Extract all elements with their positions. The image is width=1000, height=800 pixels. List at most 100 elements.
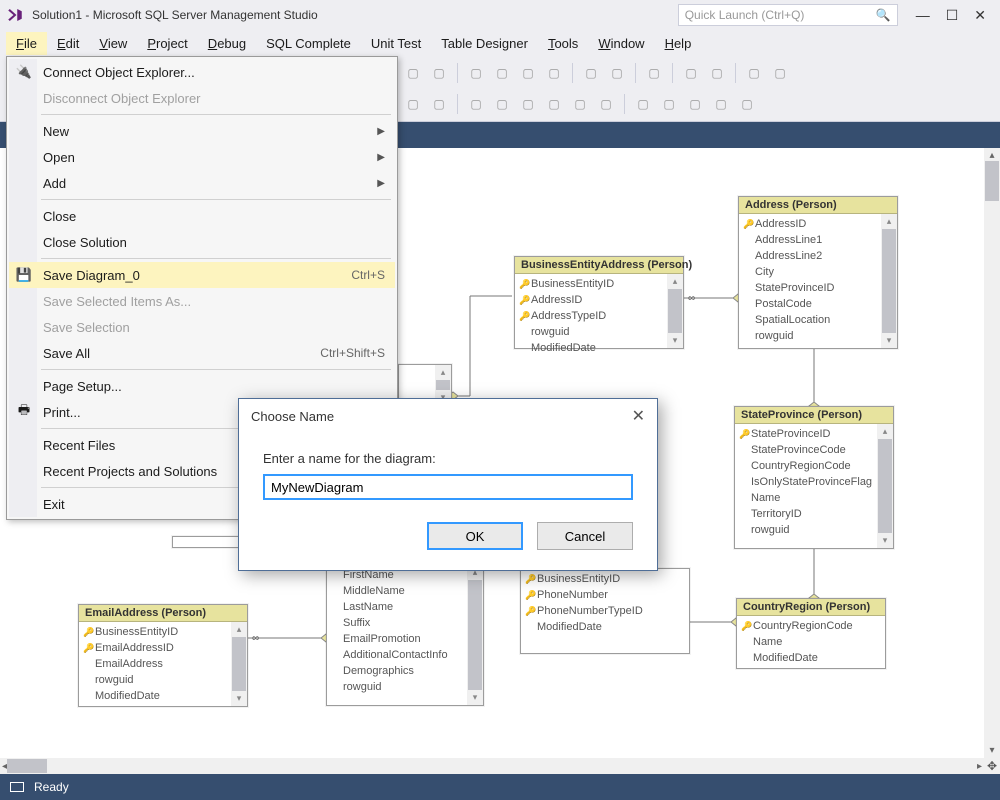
- toolbar-button[interactable]: ▢: [642, 61, 666, 85]
- scroll-corner-grip[interactable]: ✥: [984, 758, 1000, 774]
- table-stateprovince[interactable]: StateProvince (Person) 🔑StateProvinceIDSt…: [734, 406, 894, 549]
- toolbar-button[interactable]: ▢: [464, 92, 488, 116]
- table-scrollbar[interactable]: ▴▾: [667, 274, 683, 348]
- table-scrollbar[interactable]: ▴▾: [467, 565, 483, 705]
- menu-view[interactable]: View: [89, 32, 137, 55]
- menu-debug[interactable]: Debug: [198, 32, 256, 55]
- quick-launch-input[interactable]: Quick Launch (Ctrl+Q) 🔍: [678, 4, 898, 26]
- toolbar-button[interactable]: ▢: [401, 92, 425, 116]
- file-menu-page-setup-[interactable]: Page Setup...: [9, 373, 395, 399]
- toolbar-button[interactable]: ▢: [542, 92, 566, 116]
- toolbar-button[interactable]: ▢: [705, 61, 729, 85]
- table-column: 🔑PhoneNumber: [521, 587, 689, 603]
- toolbar-button[interactable]: ▢: [742, 61, 766, 85]
- menu-unit-test[interactable]: Unit Test: [361, 32, 431, 55]
- table-column: 🔑CountryRegionCode: [737, 618, 885, 634]
- toolbar-button[interactable]: ▢: [579, 61, 603, 85]
- table-column: rowguid: [515, 324, 667, 340]
- menu-window[interactable]: Window: [588, 32, 654, 55]
- file-menu-close[interactable]: Close: [9, 203, 395, 229]
- menu-sql-complete[interactable]: SQL Complete: [256, 32, 361, 55]
- menu-help[interactable]: Help: [655, 32, 702, 55]
- table-column: rowguid: [79, 672, 231, 688]
- table-column: Demographics: [327, 663, 467, 679]
- table-address[interactable]: Address (Person)🔑AddressIDAddressLine1Ad…: [738, 196, 898, 349]
- table-scrollbar[interactable]: ▴▾: [231, 622, 247, 706]
- title-bar: Solution1 - Microsoft SQL Server Managem…: [0, 0, 1000, 30]
- table-header: EmailAddress (Person): [79, 605, 247, 622]
- menu-tools[interactable]: Tools: [538, 32, 588, 55]
- table-header: BusinessEntityAddress (Person): [515, 257, 683, 274]
- toolbar-button[interactable]: ▢: [401, 61, 425, 85]
- minimize-button[interactable]: —: [916, 7, 930, 24]
- table-personcols[interactable]: FirstNameMiddleNameLastNameSuffixEmailPr…: [326, 564, 484, 706]
- table-column: 🔑AddressTypeID: [515, 308, 667, 324]
- table-column: MiddleName: [327, 583, 467, 599]
- toolbar-button[interactable]: ▢: [516, 92, 540, 116]
- toolbar-button[interactable]: ▢: [542, 61, 566, 85]
- toolbar-button[interactable]: ▢: [709, 92, 733, 116]
- file-menu-new[interactable]: New▶: [9, 118, 395, 144]
- menu-item-icon: 🔌: [15, 64, 33, 80]
- toolbar-button[interactable]: ▢: [683, 92, 707, 116]
- file-menu-connect-object-explorer-[interactable]: 🔌Connect Object Explorer...: [9, 59, 395, 85]
- file-menu-save-selected-items-as-: Save Selected Items As...: [9, 288, 395, 314]
- table-scrollbar[interactable]: ▴▾: [881, 214, 897, 348]
- toolbar-button[interactable]: ▢: [768, 61, 792, 85]
- menu-table-designer[interactable]: Table Designer: [431, 32, 538, 55]
- table-emailaddress[interactable]: EmailAddress (Person)🔑BusinessEntityID🔑E…: [78, 604, 248, 707]
- table-column: 🔑BusinessEntityID: [521, 571, 689, 587]
- close-button[interactable]: ✕: [974, 7, 986, 24]
- table-column: 🔑StateProvinceID: [735, 426, 877, 442]
- menu-file[interactable]: File: [6, 32, 47, 55]
- table-column: StateProvinceCode: [735, 442, 877, 458]
- menu-edit[interactable]: Edit: [47, 32, 89, 55]
- table-column: AddressLine2: [739, 248, 881, 264]
- table-column: EmailPromotion: [327, 631, 467, 647]
- table-countryregion[interactable]: CountryRegion (Person)🔑CountryRegionCode…: [736, 598, 886, 669]
- file-menu-open[interactable]: Open▶: [9, 144, 395, 170]
- file-menu-save-diagram-0[interactable]: 💾Save Diagram_0Ctrl+S: [9, 262, 395, 288]
- toolbar-button[interactable]: ▢: [594, 92, 618, 116]
- ok-button[interactable]: OK: [427, 522, 523, 550]
- table-column: Name: [735, 490, 877, 506]
- table-column: rowguid: [735, 522, 877, 538]
- toolbar-button[interactable]: ▢: [735, 92, 759, 116]
- table-column: ModifiedDate: [737, 650, 885, 666]
- toolbar-button[interactable]: ▢: [516, 61, 540, 85]
- horizontal-scrollbar[interactable]: ◂▸: [0, 758, 984, 774]
- window-title: Solution1 - Microsoft SQL Server Managem…: [32, 8, 318, 22]
- menu-project[interactable]: Project: [137, 32, 197, 55]
- dialog-close-icon[interactable]: ✕: [632, 406, 645, 426]
- table-column: ModifiedDate: [521, 619, 689, 635]
- toolbar-button[interactable]: ▢: [464, 61, 488, 85]
- toolbar-button[interactable]: ▢: [568, 92, 592, 116]
- file-menu-close-solution[interactable]: Close Solution: [9, 229, 395, 255]
- table-header: StateProvince (Person): [735, 407, 893, 424]
- table-businessentityaddress[interactable]: BusinessEntityAddress (Person)🔑BusinessE…: [514, 256, 684, 349]
- cancel-button[interactable]: Cancel: [537, 522, 633, 550]
- toolbar-button[interactable]: ▢: [427, 61, 451, 85]
- toolbar-button[interactable]: ▢: [657, 92, 681, 116]
- dialog-label: Enter a name for the diagram:: [263, 451, 633, 466]
- maximize-button[interactable]: ☐: [946, 7, 959, 24]
- menu-item-icon: 💾: [15, 267, 33, 283]
- toolbar-button[interactable]: ▢: [490, 92, 514, 116]
- diagram-name-input[interactable]: [263, 474, 633, 500]
- vertical-scrollbar[interactable]: ▴▾: [984, 148, 1000, 758]
- table-stub2[interactable]: [172, 536, 242, 548]
- table-column: 🔑EmailAddressID: [79, 640, 231, 656]
- toolbar-button[interactable]: ▢: [605, 61, 629, 85]
- table-personphonestub[interactable]: 🔑BusinessEntityID🔑PhoneNumber🔑PhoneNumbe…: [520, 568, 690, 654]
- file-menu-save-selection: Save Selection: [9, 314, 395, 340]
- file-menu-save-all[interactable]: Save AllCtrl+Shift+S: [9, 340, 395, 366]
- toolbar-button[interactable]: ▢: [490, 61, 514, 85]
- table-column: 🔑AddressID: [515, 292, 667, 308]
- file-menu-add[interactable]: Add▶: [9, 170, 395, 196]
- toolbar-button[interactable]: ▢: [427, 92, 451, 116]
- table-scrollbar[interactable]: ▴▾: [877, 424, 893, 548]
- status-text: Ready: [34, 780, 69, 794]
- toolbar-button[interactable]: ▢: [631, 92, 655, 116]
- toolbar-button[interactable]: ▢: [679, 61, 703, 85]
- table-column: Suffix: [327, 615, 467, 631]
